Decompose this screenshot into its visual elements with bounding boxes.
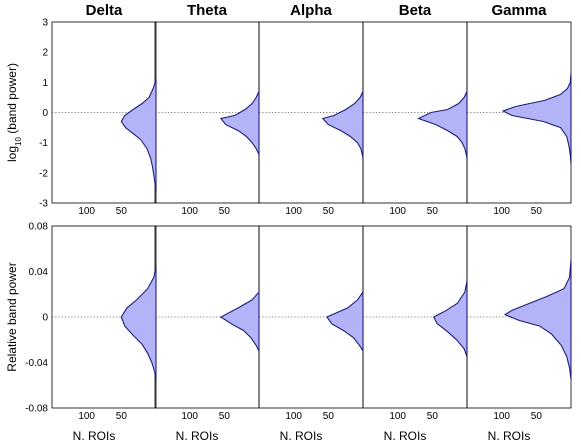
x-tick-label-theta-top: 100 — [181, 206, 198, 217]
panel-title-beta: Beta — [399, 2, 432, 19]
panel-title-gamma: Gamma — [491, 2, 547, 19]
violin-alpha-top — [321, 91, 364, 158]
violin-beta-top — [417, 91, 468, 158]
y-tick-label-top: 3 — [42, 18, 48, 29]
x-tick-label-beta-top: 100 — [389, 206, 406, 217]
x-axis-label-gamma-bottom: N. ROIs — [488, 429, 531, 443]
violin-theta-bottom — [219, 290, 260, 352]
violin-delta-top — [120, 79, 157, 191]
panel-title-theta: Theta — [187, 2, 228, 19]
y-tick-label-top: 2 — [42, 48, 48, 59]
y-tick-label-top: -2 — [39, 168, 48, 179]
x-axis-label-delta-bottom: N. ROIs — [73, 429, 116, 443]
panel-title-delta: Delta — [86, 2, 123, 19]
y-tick-label-top: -1 — [39, 138, 48, 149]
x-axis-label-alpha-bottom: N. ROIs — [280, 429, 323, 443]
y-tick-label-top: 1 — [42, 78, 48, 89]
x-tick-label-gamma-top: 100 — [493, 206, 510, 217]
violin-alpha-bottom — [326, 290, 364, 354]
violin-beta-bottom — [432, 280, 468, 357]
x-tick-label-delta-bottom: 50 — [116, 411, 128, 422]
y-tick-label-bottom: 0 — [42, 313, 48, 324]
x-tick-label-alpha-bottom: 50 — [323, 411, 335, 422]
x-axis-label-theta-bottom: N. ROIs — [176, 429, 219, 443]
violin-gamma-top — [501, 73, 572, 164]
y-tick-label-top: 0 — [42, 108, 48, 119]
violin-theta-top — [219, 91, 260, 155]
y-tick-label-bottom: 0.08 — [29, 222, 49, 233]
panel-title-alpha: Alpha — [290, 2, 332, 19]
y-tick-label-bottom: 0.04 — [29, 267, 49, 278]
x-tick-label-gamma-bottom: 100 — [493, 411, 510, 422]
y-axis-label-bottom: Relative band power — [5, 262, 19, 371]
y-tick-label-bottom: -0.08 — [25, 404, 48, 415]
x-tick-label-theta-bottom: 50 — [219, 411, 231, 422]
x-tick-label-delta-bottom: 100 — [78, 411, 95, 422]
x-tick-label-beta-top: 50 — [427, 206, 439, 217]
x-tick-label-beta-bottom: 50 — [427, 411, 439, 422]
x-tick-label-gamma-bottom: 50 — [531, 411, 543, 422]
x-tick-label-delta-top: 50 — [116, 206, 128, 217]
density-shapes — [120, 73, 572, 380]
x-tick-label-theta-bottom: 100 — [181, 411, 198, 422]
violin-delta-bottom — [120, 265, 157, 380]
x-tick-label-beta-bottom: 100 — [389, 411, 406, 422]
x-tick-label-alpha-top: 50 — [323, 206, 335, 217]
x-tick-label-alpha-bottom: 100 — [285, 411, 302, 422]
x-tick-label-alpha-top: 100 — [285, 206, 302, 217]
x-tick-label-theta-top: 50 — [219, 206, 231, 217]
violin-gamma-bottom — [503, 260, 572, 380]
y-tick-label-top: -3 — [39, 199, 48, 210]
y-tick-label-bottom: -0.04 — [25, 358, 48, 369]
x-tick-label-delta-top: 100 — [78, 206, 95, 217]
x-tick-label-gamma-top: 50 — [531, 206, 543, 217]
x-axis-label-beta-bottom: N. ROIs — [384, 429, 427, 443]
y-axis-label-top: log10 (band power) — [5, 63, 23, 162]
